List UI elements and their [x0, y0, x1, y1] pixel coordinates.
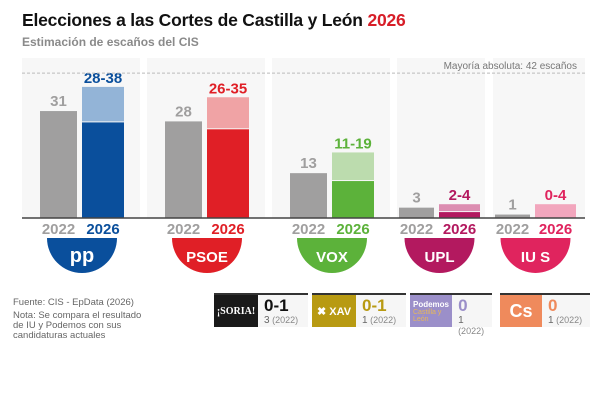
pp-label-2026: 28-38	[84, 70, 122, 87]
psoe-logo-icon	[172, 238, 242, 273]
party-logo: ✖ XAV	[312, 295, 356, 327]
chart-title: Elecciones a las Cortes de Castilla y Le…	[22, 10, 406, 31]
previous-seats: 3 (2022)	[264, 315, 299, 326]
upl-bar-2026-range	[439, 204, 480, 212]
iu-podemos-logo-icon	[500, 238, 571, 273]
pp-logo-icon	[47, 238, 117, 273]
psoe-logo-text: PSOE	[186, 249, 228, 266]
upl-logo-text: UPL	[425, 249, 455, 266]
pp-logo-text: pp	[70, 245, 94, 267]
note-line-1: Nota: Se compara el resultado	[13, 310, 142, 321]
vox-bar-2026-range	[332, 152, 374, 181]
upl-bar-2026-min	[439, 212, 480, 218]
title-text: Elecciones a las Cortes de Castilla y Le…	[22, 10, 363, 30]
other-party-box: ✖ XAV 0-1 1 (2022)	[312, 293, 406, 327]
vox-bar-2022	[290, 173, 327, 218]
psoe-bar-2022	[165, 121, 202, 218]
iu-podemos-logo-text: IU S	[521, 249, 550, 266]
vox-label-2022: 13	[300, 155, 317, 172]
psoe-year-2022: 2022	[167, 221, 200, 238]
iu-podemos-label-2022: 1	[508, 197, 516, 214]
other-party-box: ¡SORIA! 0-1 3 (2022)	[214, 293, 308, 327]
pp-year-2026: 2026	[86, 221, 119, 238]
upl-year-2022: 2022	[400, 221, 433, 238]
iu-podemos-bar-2026-range	[535, 204, 576, 218]
iu-podemos-year-2026: 2026	[539, 221, 572, 238]
other-party-box: Podemos Castilla y León 0 1 (2022)	[410, 293, 492, 337]
upl-label-2026: 2-4	[449, 187, 471, 204]
psoe-year-2026: 2026	[211, 221, 244, 238]
psoe-label-2022: 28	[175, 103, 192, 120]
vox-bar-2026-min	[332, 181, 374, 218]
party-logo: ¡SORIA!	[214, 295, 258, 327]
iu-podemos-bar-2022	[495, 214, 530, 218]
seat-range: 0-1	[362, 296, 387, 315]
pp-year-2022: 2022	[42, 221, 75, 238]
upl-panel	[397, 58, 485, 218]
chart-subtitle: Estimación de escaños del CIS	[22, 35, 199, 49]
majority-label: Mayoría absoluta: 42 escaños	[444, 61, 577, 72]
vox-label-2026: 11-19	[334, 135, 372, 152]
psoe-bar-2026-min	[207, 129, 249, 218]
seat-range: 0	[458, 296, 468, 315]
logo-text: Podemos	[413, 299, 450, 309]
pp-label-2022: 31	[50, 93, 67, 110]
iu-podemos-panel	[493, 58, 585, 218]
pp-bar-2022	[40, 111, 77, 218]
vox-year-2022: 2022	[292, 221, 325, 238]
previous-seats: 1 (2022)	[458, 315, 485, 336]
party-logo: Cs	[500, 295, 542, 327]
party-values: 0-1 3 (2022)	[258, 295, 304, 327]
seat-range: 0-1	[264, 296, 289, 315]
party-values: 0-1 1 (2022)	[356, 295, 402, 327]
other-party-box: Cs 0 1 (2022)	[500, 293, 590, 327]
vox-logo-icon	[297, 238, 367, 273]
psoe-bar-2026-range	[207, 97, 249, 129]
title-year: 2026	[367, 10, 406, 30]
vox-year-2026: 2026	[336, 221, 369, 238]
previous-seats: 1 (2022)	[548, 315, 583, 326]
upl-label-2022: 3	[412, 190, 420, 207]
party-logo: Podemos Castilla y León	[410, 295, 453, 327]
seat-range: 0	[548, 296, 558, 315]
previous-seats: 1 (2022)	[362, 315, 397, 326]
upl-bar-2022	[399, 207, 434, 218]
vox-logo-text: VOX	[316, 249, 348, 266]
iu-podemos-label-2026: 0-4	[545, 187, 567, 204]
iu-podemos-year-2022: 2022	[496, 221, 529, 238]
source-text: Fuente: CIS - EpData (2026)	[13, 297, 134, 308]
note-line-2: de IU y Podemos con sus	[13, 320, 122, 331]
logo-subtext: Castilla y León	[413, 308, 442, 323]
pp-bar-2026-min	[82, 122, 124, 218]
upl-logo-icon	[404, 238, 475, 273]
upl-year-2026: 2026	[443, 221, 476, 238]
pp-bar-2026-range	[82, 86, 124, 122]
note-line-3: candidaturas actuales	[13, 330, 106, 341]
psoe-label-2026: 26-35	[209, 80, 247, 97]
